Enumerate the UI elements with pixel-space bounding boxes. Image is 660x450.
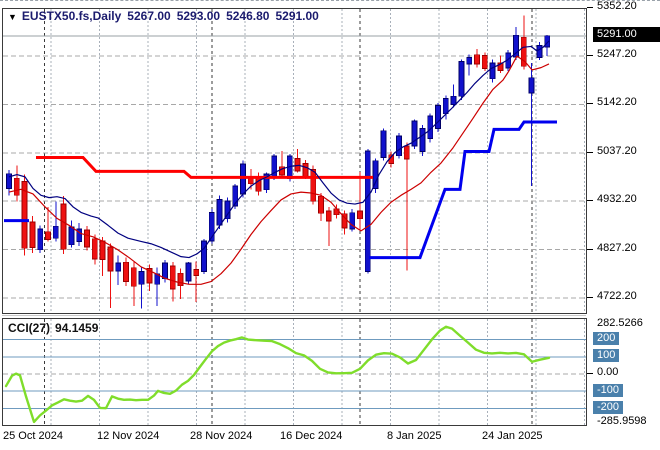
price-axis-label: 5352.20	[597, 0, 637, 12]
price-axis-label: 4722.20	[597, 290, 637, 303]
price-axis-label: 5247.20	[597, 48, 637, 60]
symbol-period-label: EUSTX50.fs,Daily	[21, 9, 122, 23]
cci-min-label: -285.9598	[597, 415, 647, 428]
cci-name: CCI(27)	[8, 321, 51, 335]
cci-level-badge: -200	[593, 400, 624, 414]
cci-level-badge: 200	[593, 332, 620, 346]
cci-max-label: 282.5266	[597, 317, 643, 330]
time-axis-label: 12 Nov 2024	[97, 430, 160, 442]
symbol-dropdown-icon[interactable]: ▼	[8, 12, 17, 22]
cci-zero-label: 0.00	[597, 366, 619, 378]
current-price-badge: 5291.00	[593, 27, 660, 43]
price-axis-tick	[587, 248, 593, 250]
close-value: 5291.00	[275, 9, 319, 23]
price-axis-tick	[587, 200, 593, 202]
time-axis-label: 16 Dec 2024	[280, 430, 343, 442]
price-axis-tick	[587, 6, 593, 8]
chart-title: ▼ EUSTX50.fs,Daily 5267.00 5293.00 5246.80 52…	[8, 9, 325, 23]
low-value: 5246.80	[226, 9, 270, 23]
price-axis-tick	[587, 151, 593, 153]
price-axis-tick	[587, 297, 593, 299]
time-axis-label: 28 Nov 2024	[190, 430, 253, 442]
price-axis-label: 4932.20	[597, 193, 637, 206]
high-value: 5293.00	[176, 9, 221, 23]
pane-splitter[interactable]	[2, 315, 586, 316]
price-axis-tick	[587, 103, 593, 105]
cci-current-value: 94.1459	[55, 321, 99, 335]
time-axis-label: 8 Jan 2025	[387, 430, 442, 442]
price-axis-label: 4827.20	[597, 241, 637, 254]
price-axis-label: 5142.20	[597, 96, 637, 109]
time-axis-label: 24 Jan 2025	[482, 430, 543, 442]
cci-level-badge: 100	[593, 349, 620, 363]
price-axis-tick	[587, 55, 593, 56]
open-value: 5267.00	[127, 9, 171, 23]
main-chart-pane[interactable]	[2, 8, 587, 314]
window-top-dashed-border	[0, 0, 660, 1]
cci-indicator-label: CCI(27) 94.1459	[8, 321, 103, 335]
price-axis-label: 5037.20	[597, 144, 637, 157]
time-axis-label: 25 Oct 2024	[3, 430, 63, 442]
cci-zero-tick	[587, 373, 593, 374]
cci-indicator-pane[interactable]	[2, 318, 587, 426]
cci-level-badge: -100	[593, 383, 624, 397]
